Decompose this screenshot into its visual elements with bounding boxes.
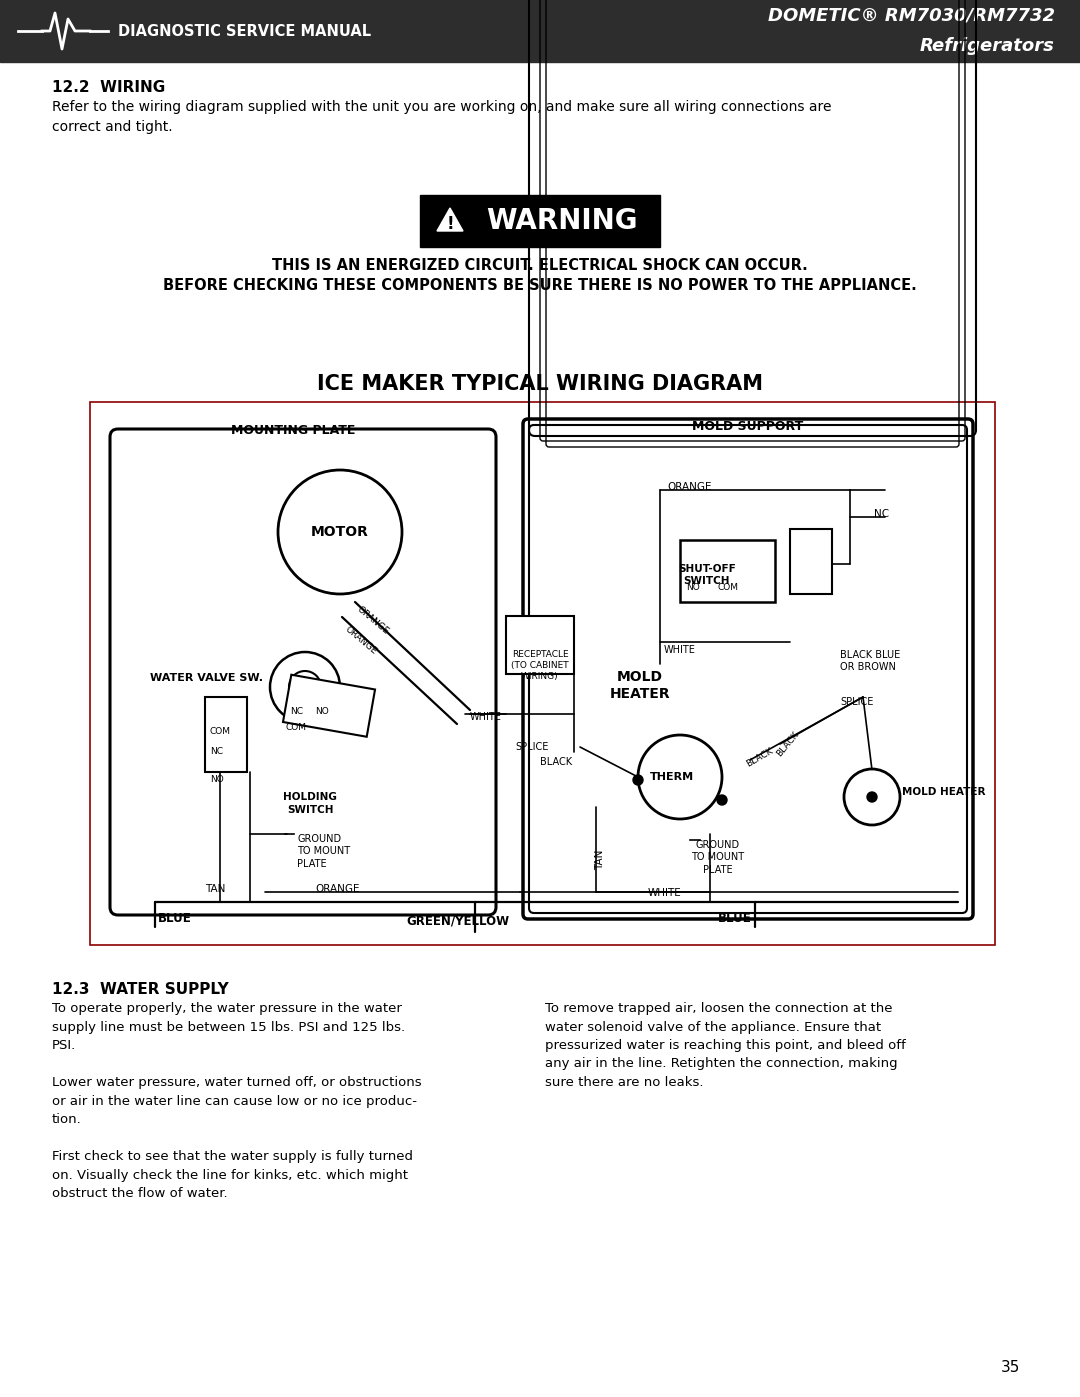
Circle shape: [867, 792, 877, 802]
Text: COM: COM: [286, 724, 307, 732]
Text: TAN: TAN: [205, 884, 226, 894]
Text: 12.3  WATER SUPPLY: 12.3 WATER SUPPLY: [52, 982, 229, 997]
FancyBboxPatch shape: [529, 425, 967, 914]
Text: ORANGE: ORANGE: [343, 624, 378, 655]
FancyBboxPatch shape: [110, 429, 496, 915]
Bar: [205, 697, 247, 773]
Text: BLUE: BLUE: [718, 912, 752, 925]
Text: WATER VALVE SW.: WATER VALVE SW.: [150, 673, 264, 683]
Text: MOLD SUPPORT: MOLD SUPPORT: [692, 420, 804, 433]
Text: BLACK: BLACK: [745, 746, 775, 768]
Circle shape: [278, 469, 402, 594]
Text: COM: COM: [717, 584, 738, 592]
Text: ORANGE: ORANGE: [355, 605, 390, 636]
Text: WHITE: WHITE: [470, 712, 502, 722]
Text: THIS IS AN ENERGIZED CIRCUIT. ELECTRICAL SHOCK CAN OCCUR.: THIS IS AN ENERGIZED CIRCUIT. ELECTRICAL…: [272, 258, 808, 272]
Text: THERM: THERM: [650, 773, 694, 782]
Bar: [789, 529, 832, 594]
Text: HOLDING
SWITCH: HOLDING SWITCH: [283, 792, 337, 816]
Bar: [90, 402, 995, 944]
Text: RECEPTACLE
(TO CABINET
WIRING): RECEPTACLE (TO CABINET WIRING): [511, 650, 569, 682]
Text: WHITE: WHITE: [648, 888, 681, 898]
Text: DOMETIC® RM7030/RM7732: DOMETIC® RM7030/RM7732: [768, 7, 1055, 25]
Text: BLACK BLUE
OR BROWN: BLACK BLUE OR BROWN: [840, 650, 901, 672]
Text: SPLICE: SPLICE: [515, 742, 549, 752]
Text: NC: NC: [210, 747, 222, 757]
Text: NC: NC: [291, 707, 303, 717]
Text: GROUND
TO MOUNT
PLATE: GROUND TO MOUNT PLATE: [297, 834, 350, 869]
Bar: [680, 541, 775, 602]
Text: DIAGNOSTIC SERVICE MANUAL: DIAGNOSTIC SERVICE MANUAL: [118, 24, 372, 39]
Text: MOLD HEATER: MOLD HEATER: [902, 787, 986, 798]
Text: ICE MAKER TYPICAL WIRING DIAGRAM: ICE MAKER TYPICAL WIRING DIAGRAM: [318, 374, 762, 394]
Text: COM: COM: [210, 728, 231, 736]
Circle shape: [270, 652, 340, 722]
Text: SHUT-OFF
SWITCH: SHUT-OFF SWITCH: [678, 564, 735, 587]
Text: MOUNTING PLATE: MOUNTING PLATE: [231, 425, 355, 437]
Text: Refrigerators: Refrigerators: [920, 36, 1055, 54]
Text: NO: NO: [686, 584, 700, 592]
Circle shape: [717, 795, 727, 805]
Text: SPLICE: SPLICE: [840, 697, 874, 707]
Circle shape: [843, 768, 900, 826]
Text: GREEN/YELLOW: GREEN/YELLOW: [406, 914, 510, 928]
Text: 35: 35: [1001, 1361, 1020, 1375]
Circle shape: [633, 775, 643, 785]
Text: ORANGE: ORANGE: [667, 482, 712, 492]
Text: BLUE: BLUE: [158, 912, 192, 925]
Text: To operate properly, the water pressure in the water
supply line must be between: To operate properly, the water pressure …: [52, 1002, 421, 1200]
Text: WHITE: WHITE: [664, 645, 696, 655]
Text: TAN: TAN: [595, 849, 605, 870]
Bar: [0, 0, 1080, 61]
Text: 12.2  WIRING: 12.2 WIRING: [52, 80, 165, 95]
Text: ORANGE: ORANGE: [315, 884, 361, 894]
Text: !: !: [446, 215, 454, 233]
Circle shape: [289, 671, 321, 703]
Text: To remove trapped air, loosen the connection at the
water solenoid valve of the : To remove trapped air, loosen the connec…: [545, 1002, 906, 1090]
Text: GROUND
TO MOUNT
PLATE: GROUND TO MOUNT PLATE: [691, 840, 744, 875]
FancyBboxPatch shape: [523, 419, 973, 919]
Text: NO: NO: [210, 775, 224, 785]
Circle shape: [638, 735, 723, 819]
Text: MOLD
HEATER: MOLD HEATER: [610, 671, 671, 701]
Text: NO: NO: [315, 707, 328, 717]
Text: BLACK: BLACK: [775, 729, 801, 759]
Text: Refer to the wiring diagram supplied with the unit you are working on, and make : Refer to the wiring diagram supplied wit…: [52, 101, 832, 134]
Bar: [420, 196, 660, 247]
Polygon shape: [437, 208, 463, 231]
Text: WARNING: WARNING: [486, 207, 638, 235]
Text: NC: NC: [874, 509, 889, 520]
Text: BEFORE CHECKING THESE COMPONENTS BE SURE THERE IS NO POWER TO THE APPLIANCE.: BEFORE CHECKING THESE COMPONENTS BE SURE…: [163, 278, 917, 293]
Text: BLACK: BLACK: [540, 757, 572, 767]
Bar: [283, 675, 375, 736]
Text: MOTOR: MOTOR: [311, 525, 369, 539]
Bar: [507, 616, 573, 673]
